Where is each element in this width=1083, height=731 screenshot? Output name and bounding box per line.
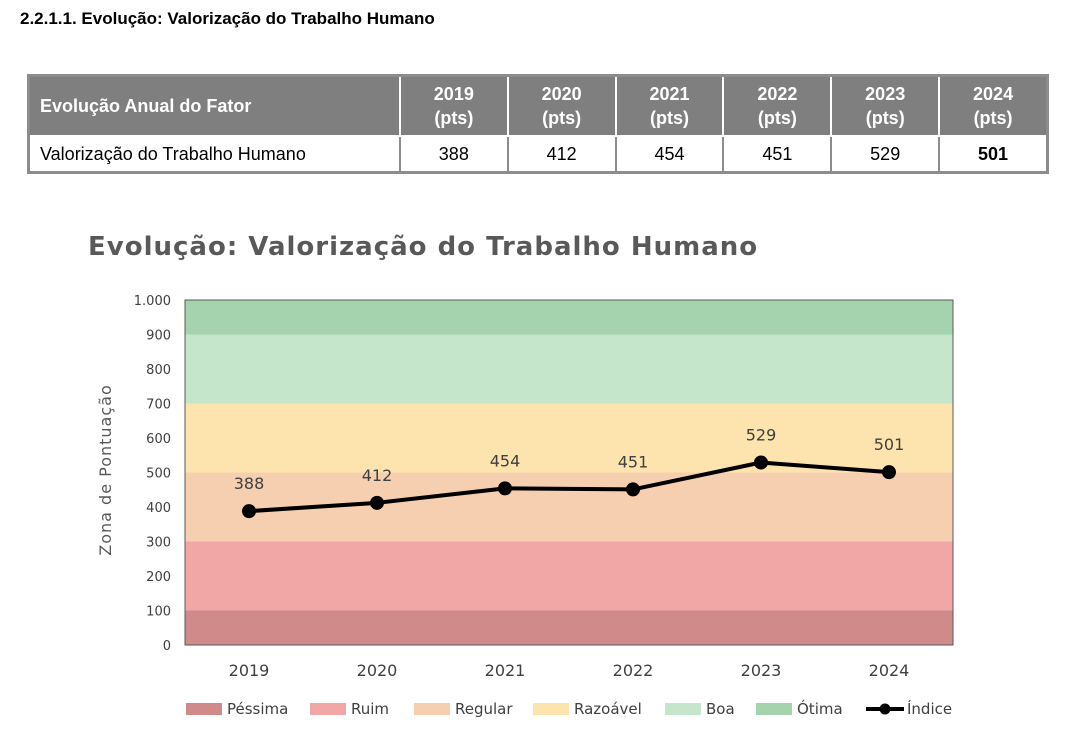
table-header-year: 2022 (pts) [722,75,833,137]
legend-label: Regular [455,700,513,718]
x-tick-label: 2021 [485,661,526,680]
legend-label: Ruim [351,700,389,718]
factor-evolution-table: Evolução Anual do Fator 2019 (pts) 2020 (p… [27,74,1049,174]
y-tick-label: 0 [163,639,171,654]
x-tick-label: 2020 [357,661,398,680]
band-péssima [185,610,953,645]
band-ótima [185,300,953,335]
data-point [754,455,768,470]
y-tick-label: 100 [146,605,171,620]
band-ruim [185,541,953,611]
data-point [882,465,896,480]
y-tick-label: 400 [146,501,171,516]
data-point [498,481,512,496]
table-cell: 388 [398,135,509,174]
data-label: 529 [746,425,777,444]
y-tick-label: 800 [146,363,171,378]
y-tick-label: 900 [146,329,171,344]
table-cell: 529 [830,135,941,174]
legend-swatch [756,703,792,715]
table-header-year: 2021 (pts) [614,75,725,137]
x-tick-label: 2024 [869,661,910,680]
series-line [248,460,890,514]
data-label: 501 [874,435,905,454]
table-cell: 451 [722,135,833,174]
y-axis-label: Zona de Pontuação [96,384,115,555]
section-heading: 2.2.1.1. Evolução: Valorização do Trabal… [20,9,435,28]
score-bands [185,300,953,645]
band-boa [185,334,953,404]
legend-label: Péssima [227,700,288,718]
table-cell: 412 [506,135,617,174]
table-row: Valorização do Trabalho Humano 388 412 4… [27,135,1049,174]
data-point [370,495,384,510]
legend-swatch [533,703,569,715]
y-tick-label: 700 [146,398,171,413]
y-tick-label: 500 [146,467,171,482]
chart-legend: Péssima Ruim Regular Razoável Boa Ótima Índice [186,699,952,718]
data-label: 388 [234,474,265,493]
x-tick-label: 2019 [229,661,270,680]
table-header-year: 2024 (pts) [938,75,1049,137]
y-tick-label: 200 [146,570,171,585]
y-tick-label: 300 [146,536,171,551]
x-tick-label: 2022 [613,661,654,680]
series-indice: 388 412 454 451 529 501 [234,425,905,519]
chart-title: Evolução: Valorização do Trabalho Humano [88,232,758,262]
table-header-row: Evolução Anual do Fator 2019 (pts) 2020 (p… [28,75,1049,137]
data-label: 412 [362,466,393,485]
data-point [626,482,640,497]
data-point [242,504,256,519]
legend-swatch [186,703,222,715]
data-label: 454 [490,451,521,470]
y-tick-label: 1.000 [134,294,171,309]
legend-swatch [665,703,701,715]
plot-border [184,299,954,646]
legend-label: Razoável [574,700,642,718]
table-header-year: 2019 (pts) [398,75,509,137]
legend-label: Ótima [797,699,843,718]
data-label: 451 [618,452,649,471]
legend-swatch [310,703,346,715]
table-row-label: Valorização do Trabalho Humano [27,135,401,174]
legend-marker [879,703,891,715]
band-razoável [185,403,953,473]
table-header-year: 2020 (pts) [506,75,617,137]
x-tick-label: 2023 [741,661,782,680]
table-cell-latest: 501 [938,135,1049,174]
table-header-label: Evolução Anual do Fator [28,75,401,137]
legend-swatch [414,703,450,715]
x-axis-ticks: 2019 2020 2021 2022 2023 2024 [229,661,910,680]
table-cell: 454 [614,135,725,174]
legend-label: Boa [706,700,735,718]
y-axis-ticks: 0 100 200 300 400 500 600 700 800 900 1.000 [134,294,171,654]
legend-label: Índice [907,699,952,718]
y-tick-label: 600 [146,432,171,447]
table-header-year: 2023 (pts) [830,75,941,137]
